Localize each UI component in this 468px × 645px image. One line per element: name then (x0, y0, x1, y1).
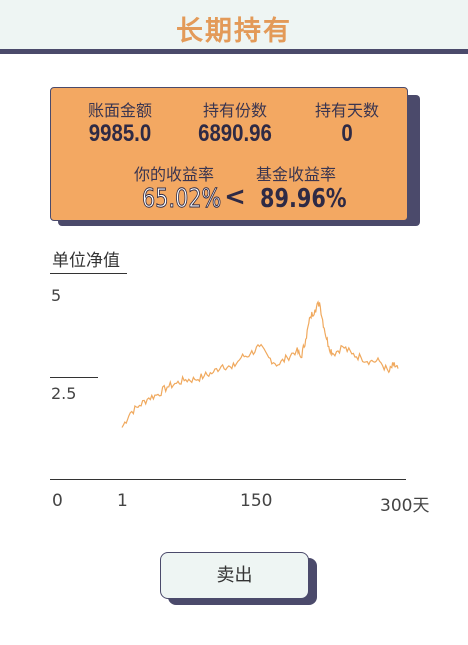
x-tick-label: 1 (117, 491, 128, 511)
user-rate-value: 65.02% (142, 184, 222, 215)
chart-title-underline (50, 273, 127, 274)
sell-button[interactable]: 卖出 (160, 552, 309, 599)
days-label: 持有天数 (314, 101, 379, 120)
fund-rate-label: 基金收益率 (255, 165, 336, 184)
user-rate-label: 你的收益率 (133, 165, 214, 184)
stats-card: 账面金额 9985.0 持有份数 6890.96 持有天数 0 你的收益率 基金… (50, 87, 408, 221)
shares-value: 6890.96 (198, 120, 272, 147)
shares-label: 持有份数 (202, 101, 267, 120)
balance-label: 账面金额 (87, 101, 152, 120)
balance-value: 9985.0 (88, 120, 152, 147)
y-tick-line (50, 377, 98, 378)
compare-symbol: < (224, 182, 246, 212)
chart-title: 单位净值 (52, 251, 120, 271)
nav-series-line (121, 300, 399, 428)
x-tick-label: 0 (52, 491, 63, 511)
page-title: 长期持有 (176, 16, 292, 47)
x-axis-line (50, 479, 406, 480)
y-tick-label: 2.5 (51, 384, 77, 403)
x-tick-label: 300天 (380, 496, 430, 516)
days-value: 0 (341, 120, 353, 147)
header-bar: 长期持有 (0, 0, 468, 54)
x-tick-label: 150 (240, 491, 273, 511)
y-tick-label: 5 (51, 286, 62, 305)
